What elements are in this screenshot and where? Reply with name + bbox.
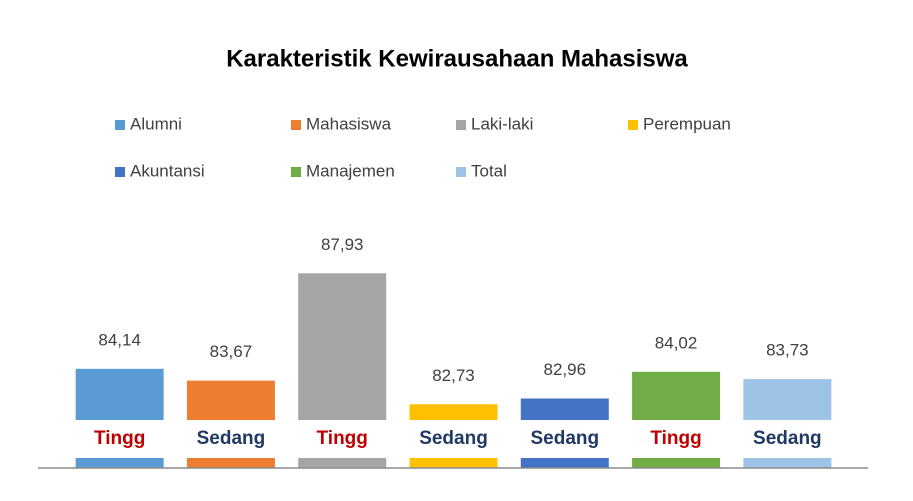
- legend-swatch: [115, 120, 125, 130]
- category-label: Sedang: [530, 428, 599, 449]
- legend-swatch: [628, 120, 638, 130]
- legend-swatch: [291, 120, 301, 130]
- value-label: 84,14: [98, 330, 141, 349]
- legend-label: Manajemen: [306, 161, 395, 180]
- category-label: Sedang: [419, 428, 488, 449]
- legend-label: Perempuan: [643, 114, 731, 133]
- legend-label: Total: [471, 161, 507, 180]
- legend-label: Akuntansi: [130, 161, 205, 180]
- legend-swatch: [115, 167, 125, 177]
- label-strip: [0, 420, 913, 458]
- legend-label: Laki-laki: [471, 114, 533, 133]
- legend-swatch: [291, 167, 301, 177]
- chart-title: Karakteristik Kewirausahaan Mahasiswa: [226, 45, 688, 72]
- legend-swatch: [456, 167, 466, 177]
- value-label: 82,73: [432, 366, 475, 385]
- legend-label: Mahasiswa: [306, 114, 392, 133]
- category-label: Sedang: [197, 428, 266, 449]
- category-label: Sedang: [753, 428, 822, 449]
- category-label: Tingg: [94, 428, 145, 449]
- value-label: 84,02: [655, 333, 698, 352]
- value-label: 82,96: [544, 360, 587, 379]
- category-label: Tingg: [650, 428, 701, 449]
- legend-label: Alumni: [130, 114, 182, 133]
- legend-swatch: [456, 120, 466, 130]
- category-label: Tingg: [317, 428, 368, 449]
- value-label: 83,67: [210, 342, 253, 361]
- value-label: 87,93: [321, 235, 364, 254]
- value-label: 83,73: [766, 341, 809, 360]
